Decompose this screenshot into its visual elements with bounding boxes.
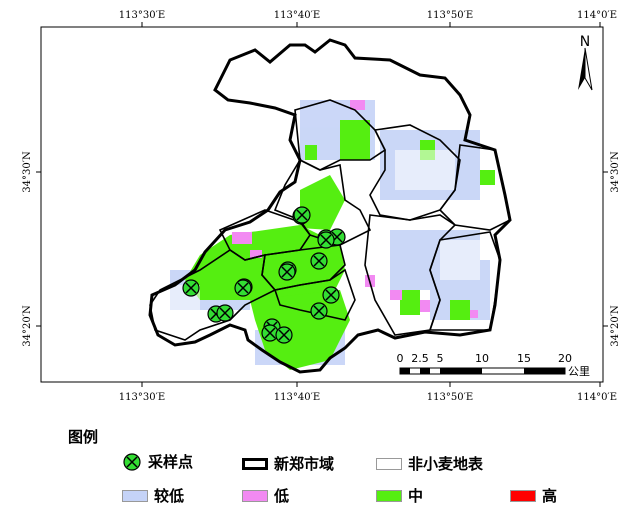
scale-label: 2.5 bbox=[411, 352, 429, 365]
sample-point bbox=[275, 326, 293, 344]
top-tick-label: 113°50′E bbox=[427, 10, 473, 21]
lower-swatch bbox=[122, 489, 148, 502]
township-boundaries bbox=[149, 99, 511, 341]
scale-label: 20 bbox=[558, 352, 572, 365]
legend-item-sample-point: 采样点 bbox=[122, 451, 193, 472]
right-tick-label: 34°20′N bbox=[610, 305, 621, 347]
north-label: N bbox=[580, 34, 590, 50]
bottom-tick-label: 113°40′E bbox=[274, 392, 320, 403]
scale-label: 15 bbox=[517, 352, 531, 365]
left-tick-label: 34°30′N bbox=[22, 151, 33, 193]
legend-item-low: 低 bbox=[242, 485, 289, 506]
right-tick-label: 34°30′N bbox=[610, 151, 621, 193]
legend-title: 图例 bbox=[68, 428, 99, 446]
sample-point bbox=[322, 286, 340, 304]
sample-point bbox=[293, 206, 311, 224]
sample-point bbox=[261, 324, 279, 342]
legend-item-non-wheat: 非小麦地表 bbox=[376, 453, 483, 474]
legend-item-high: 高 bbox=[510, 485, 557, 506]
scale-bar: 0 2.5 5 10 15 20 公里 bbox=[397, 352, 591, 378]
sample-point-icon bbox=[123, 452, 141, 471]
graticule-ticks bbox=[36, 22, 608, 387]
legend-label: 非小麦地表 bbox=[408, 455, 484, 473]
sample-point bbox=[182, 279, 200, 297]
sample-point bbox=[278, 263, 296, 281]
left-tick-label: 34°20′N bbox=[22, 305, 33, 347]
legend-label: 新郑市域 bbox=[274, 455, 335, 473]
sample-point bbox=[234, 279, 252, 297]
sample-point bbox=[310, 302, 328, 320]
top-tick-label: 113°40′E bbox=[274, 10, 320, 21]
county-boundary bbox=[148, 38, 512, 374]
sample-point bbox=[310, 252, 328, 270]
top-tick-label: 114°0′E bbox=[577, 10, 617, 21]
legend-label: 低 bbox=[274, 487, 290, 505]
bottom-tick-label: 113°50′E bbox=[427, 392, 473, 403]
legend-item-lower: 较低 bbox=[122, 485, 184, 506]
scale-label: 5 bbox=[437, 352, 444, 365]
sample-point bbox=[317, 231, 335, 249]
boundary-swatch bbox=[242, 457, 268, 470]
sample-points bbox=[182, 206, 346, 344]
legend-item-medium: 中 bbox=[376, 485, 423, 506]
north-arrow-icon: N bbox=[578, 34, 593, 91]
legend-label: 中 bbox=[408, 487, 424, 505]
scale-label: 10 bbox=[475, 352, 489, 365]
legend-label: 较低 bbox=[154, 487, 185, 505]
legend-label: 采样点 bbox=[148, 453, 194, 471]
bottom-tick-label: 113°30′E bbox=[119, 392, 165, 403]
top-tick-label: 113°30′E bbox=[119, 10, 165, 21]
legend-label: 高 bbox=[542, 487, 558, 505]
medium-swatch bbox=[376, 489, 402, 502]
sample-point bbox=[216, 304, 234, 322]
low-swatch bbox=[242, 489, 268, 502]
non-wheat-swatch bbox=[376, 457, 402, 470]
legend-item-boundary: 新郑市域 bbox=[242, 453, 334, 474]
bottom-tick-label: 114°0′E bbox=[577, 392, 617, 403]
scale-label: 0 bbox=[397, 352, 404, 365]
scale-unit: 公里 bbox=[568, 365, 590, 378]
high-swatch bbox=[510, 489, 536, 502]
